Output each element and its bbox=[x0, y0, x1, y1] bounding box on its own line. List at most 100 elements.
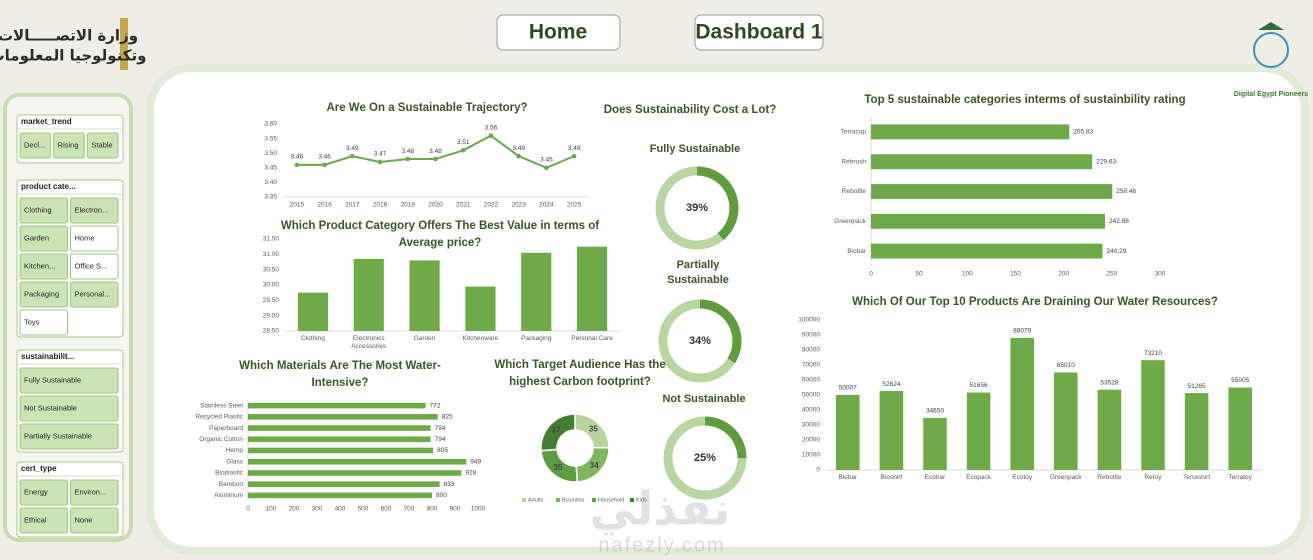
x-tick-label: 700 bbox=[404, 506, 415, 513]
nav-button[interactable] bbox=[496, 14, 621, 51]
slicer-button-label[interactable]: None bbox=[75, 515, 93, 524]
nav-button[interactable] bbox=[694, 14, 824, 51]
x-tick-label: Rebottle bbox=[1097, 474, 1122, 481]
slicer-button[interactable] bbox=[19, 253, 68, 280]
slicer-button-label[interactable]: Home bbox=[75, 233, 95, 242]
slicer-button[interactable] bbox=[70, 479, 119, 506]
slicer-button[interactable] bbox=[19, 197, 68, 224]
y-tick-label: 60000 bbox=[802, 377, 820, 384]
y-tick-label: 28.50 bbox=[263, 328, 280, 335]
slicer-button[interactable] bbox=[19, 507, 68, 534]
x-tick-label: Garden bbox=[413, 335, 436, 342]
data-label: 949 bbox=[470, 458, 481, 465]
x-tick-label: Kitchenware bbox=[462, 335, 499, 342]
bar bbox=[1141, 360, 1165, 470]
point bbox=[405, 156, 411, 162]
slicer-button-label[interactable]: Energy bbox=[24, 487, 48, 496]
data-label: 3.56 bbox=[485, 124, 498, 131]
slicer-button[interactable] bbox=[19, 395, 119, 422]
slicer-button-label[interactable]: Not Sustainable bbox=[24, 403, 77, 412]
slicer-button-label[interactable]: Kitchen... bbox=[24, 261, 55, 270]
slicer-button-label[interactable]: Electron... bbox=[75, 205, 109, 214]
slicer-button-label[interactable]: Toys bbox=[24, 317, 40, 326]
gauge-arc bbox=[705, 416, 747, 458]
data-label: 3.49 bbox=[568, 145, 581, 152]
x-tick-label: 150 bbox=[1010, 271, 1021, 278]
slicer-button[interactable] bbox=[19, 225, 68, 252]
x-tick-label: 400 bbox=[335, 506, 346, 513]
slicer-button-label[interactable]: Garden bbox=[24, 233, 49, 242]
legend-label: Household bbox=[598, 497, 624, 503]
watermark: نفذلي bbox=[590, 482, 731, 536]
data-label: 55005 bbox=[1231, 377, 1249, 384]
slicer-button-label[interactable]: Fully Sustainable bbox=[24, 375, 81, 384]
slicer-button-label[interactable]: Clothing bbox=[24, 205, 52, 214]
slicer-button[interactable] bbox=[19, 367, 119, 394]
y-tick-label: Rebrush bbox=[841, 158, 866, 165]
x-tick-label: Biobar bbox=[838, 474, 858, 481]
slicer-button[interactable] bbox=[19, 309, 68, 336]
x-tick-label: 300 bbox=[1155, 271, 1166, 278]
slicer-button[interactable] bbox=[19, 479, 68, 506]
bar bbox=[871, 124, 1070, 140]
slicer-button-label[interactable]: Stable bbox=[91, 140, 112, 149]
slicer-button-label[interactable]: Partially Sustainable bbox=[24, 431, 92, 440]
legend-label: Kids bbox=[636, 497, 647, 503]
data-label: 242.88 bbox=[1109, 218, 1129, 225]
x-tick-label: Packaging bbox=[521, 335, 552, 342]
data-label: 3.47 bbox=[374, 151, 387, 158]
x-tick-label: 250 bbox=[1106, 271, 1117, 278]
x-tick-label: 2018 bbox=[373, 202, 388, 209]
slicer-button[interactable] bbox=[70, 197, 119, 224]
y-tick-label: Paperboard bbox=[209, 425, 243, 432]
slicer-button-label[interactable]: Personal... bbox=[75, 289, 111, 298]
gauge-label: Partially Sustainable bbox=[667, 259, 729, 286]
bar bbox=[353, 258, 384, 331]
data-label: 53528 bbox=[1100, 379, 1118, 386]
y-tick-label: 3.55 bbox=[264, 135, 277, 142]
slicer-title: sustainabilit... bbox=[21, 352, 74, 361]
nav-button-label[interactable]: Home bbox=[529, 21, 587, 44]
slicer-button[interactable] bbox=[19, 281, 68, 308]
y-tick-label: Hemp bbox=[226, 447, 244, 454]
slicer-button-label[interactable]: Rising bbox=[58, 140, 79, 149]
data-label: 50007 bbox=[839, 385, 857, 392]
slicer-button-label[interactable]: Office S... bbox=[75, 261, 108, 270]
nav-button-label[interactable]: Dashboard 1 bbox=[695, 21, 823, 44]
data-label: 34 bbox=[590, 461, 599, 470]
slicer-button[interactable] bbox=[70, 281, 119, 308]
watermark: nafezly.com bbox=[598, 534, 725, 556]
x-tick-label: Ecopack bbox=[966, 474, 992, 481]
bar bbox=[871, 154, 1093, 170]
y-tick-label: 30.50 bbox=[263, 266, 280, 273]
x-tick-label: 200 bbox=[1058, 271, 1069, 278]
x-tick-label: 0 bbox=[869, 271, 873, 278]
slicer-button[interactable] bbox=[19, 423, 119, 450]
gauge-value: 39% bbox=[686, 202, 708, 214]
slicer-button[interactable] bbox=[70, 507, 119, 534]
legend-swatch bbox=[592, 498, 596, 502]
y-tick-label: 30.00 bbox=[263, 282, 280, 289]
point bbox=[377, 159, 383, 165]
y-tick-label: 3.50 bbox=[264, 150, 277, 157]
data-label: 3.45 bbox=[540, 157, 553, 164]
data-label: 73210 bbox=[1144, 350, 1162, 357]
bar bbox=[465, 286, 496, 331]
slicer-button-label[interactable]: Ethical bbox=[24, 515, 47, 524]
y-tick-label: 50000 bbox=[802, 392, 820, 399]
x-tick-label: Electronics Accessories bbox=[351, 335, 387, 350]
x-tick-label: 2017 bbox=[345, 202, 360, 209]
x-tick-label: 0 bbox=[246, 506, 250, 513]
slicer-button[interactable] bbox=[70, 253, 119, 280]
slicer-button[interactable] bbox=[70, 225, 119, 252]
slicer-button-label[interactable]: Packaging bbox=[24, 289, 59, 298]
bar bbox=[1184, 393, 1209, 470]
slicer-button-label[interactable]: Environ... bbox=[75, 487, 107, 496]
slicer-button[interactable] bbox=[86, 132, 119, 159]
slicer-button[interactable] bbox=[53, 132, 85, 159]
slicer-button[interactable] bbox=[19, 132, 52, 159]
x-tick-label: Ecotoy bbox=[1012, 474, 1033, 481]
x-tick-label: 2022 bbox=[484, 202, 499, 209]
slicer-button-label[interactable]: Decl... bbox=[24, 140, 45, 149]
